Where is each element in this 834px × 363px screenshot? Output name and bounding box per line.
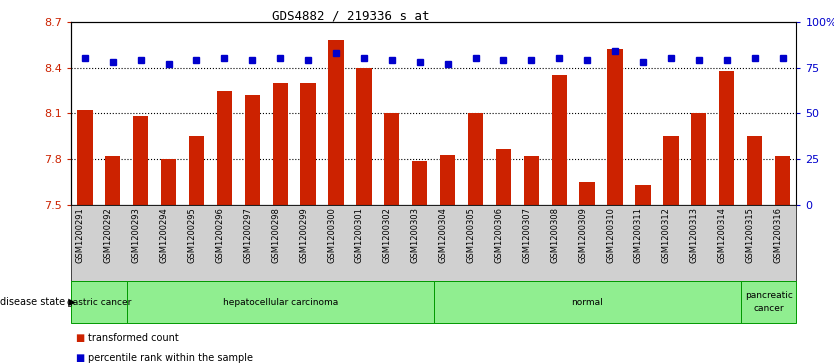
Bar [300,83,316,205]
Bar [607,49,623,205]
Text: GSM1200315: GSM1200315 [746,207,755,263]
Bar [775,156,790,205]
Bar [691,114,706,205]
Text: GSM1200294: GSM1200294 [159,207,168,263]
Bar [384,114,399,205]
Text: percentile rank within the sample: percentile rank within the sample [88,352,253,363]
Bar [329,40,344,205]
Bar [495,148,511,205]
Bar [551,75,567,205]
Bar [356,68,372,205]
Text: GSM1200302: GSM1200302 [383,207,392,263]
Bar [105,156,120,205]
Text: GSM1200298: GSM1200298 [271,207,280,263]
Text: GSM1200305: GSM1200305 [466,207,475,263]
Text: GSM1200296: GSM1200296 [215,207,224,263]
Text: GSM1200316: GSM1200316 [773,207,782,263]
Text: GSM1200307: GSM1200307 [522,207,531,263]
Text: GDS4882 / 219336_s_at: GDS4882 / 219336_s_at [272,9,429,22]
Text: GSM1200311: GSM1200311 [634,207,643,263]
Text: GSM1200295: GSM1200295 [188,207,197,263]
Text: GSM1200306: GSM1200306 [495,207,504,263]
Bar [188,136,204,205]
Text: ■: ■ [75,333,84,343]
Text: disease state ▶: disease state ▶ [0,297,76,307]
Text: gastric cancer: gastric cancer [67,298,131,307]
Bar [719,71,735,205]
Bar [133,117,148,205]
Text: GSM1200309: GSM1200309 [578,207,587,263]
Bar [747,136,762,205]
Text: GSM1200291: GSM1200291 [76,207,85,263]
Text: transformed count: transformed count [88,333,178,343]
Text: GSM1200314: GSM1200314 [718,207,726,263]
Bar [524,156,539,205]
Text: GSM1200301: GSM1200301 [355,207,364,263]
Bar [636,185,651,205]
Text: GSM1200292: GSM1200292 [103,207,113,263]
Text: GSM1200299: GSM1200299 [299,207,308,263]
Text: cancer: cancer [753,304,784,313]
Text: hepatocellular carcinoma: hepatocellular carcinoma [223,298,338,307]
Text: GSM1200308: GSM1200308 [550,207,560,263]
Text: GSM1200303: GSM1200303 [410,207,420,263]
Text: normal: normal [571,298,603,307]
Bar [273,83,288,205]
Bar [468,114,483,205]
Text: GSM1200310: GSM1200310 [606,207,615,263]
Bar [161,159,176,205]
Text: GSM1200312: GSM1200312 [662,207,671,263]
Text: GSM1200297: GSM1200297 [244,207,252,263]
Bar [412,161,427,205]
Bar [217,90,232,205]
Bar [78,110,93,205]
Text: GSM1200304: GSM1200304 [439,207,448,263]
Bar [440,155,455,205]
Text: GSM1200293: GSM1200293 [132,207,141,263]
Text: pancreatic: pancreatic [745,291,792,300]
Bar [663,136,679,205]
Text: GSM1200300: GSM1200300 [327,207,336,263]
Bar [244,95,260,205]
Text: GSM1200313: GSM1200313 [690,207,699,263]
Text: ■: ■ [75,352,84,363]
Bar [580,182,595,205]
